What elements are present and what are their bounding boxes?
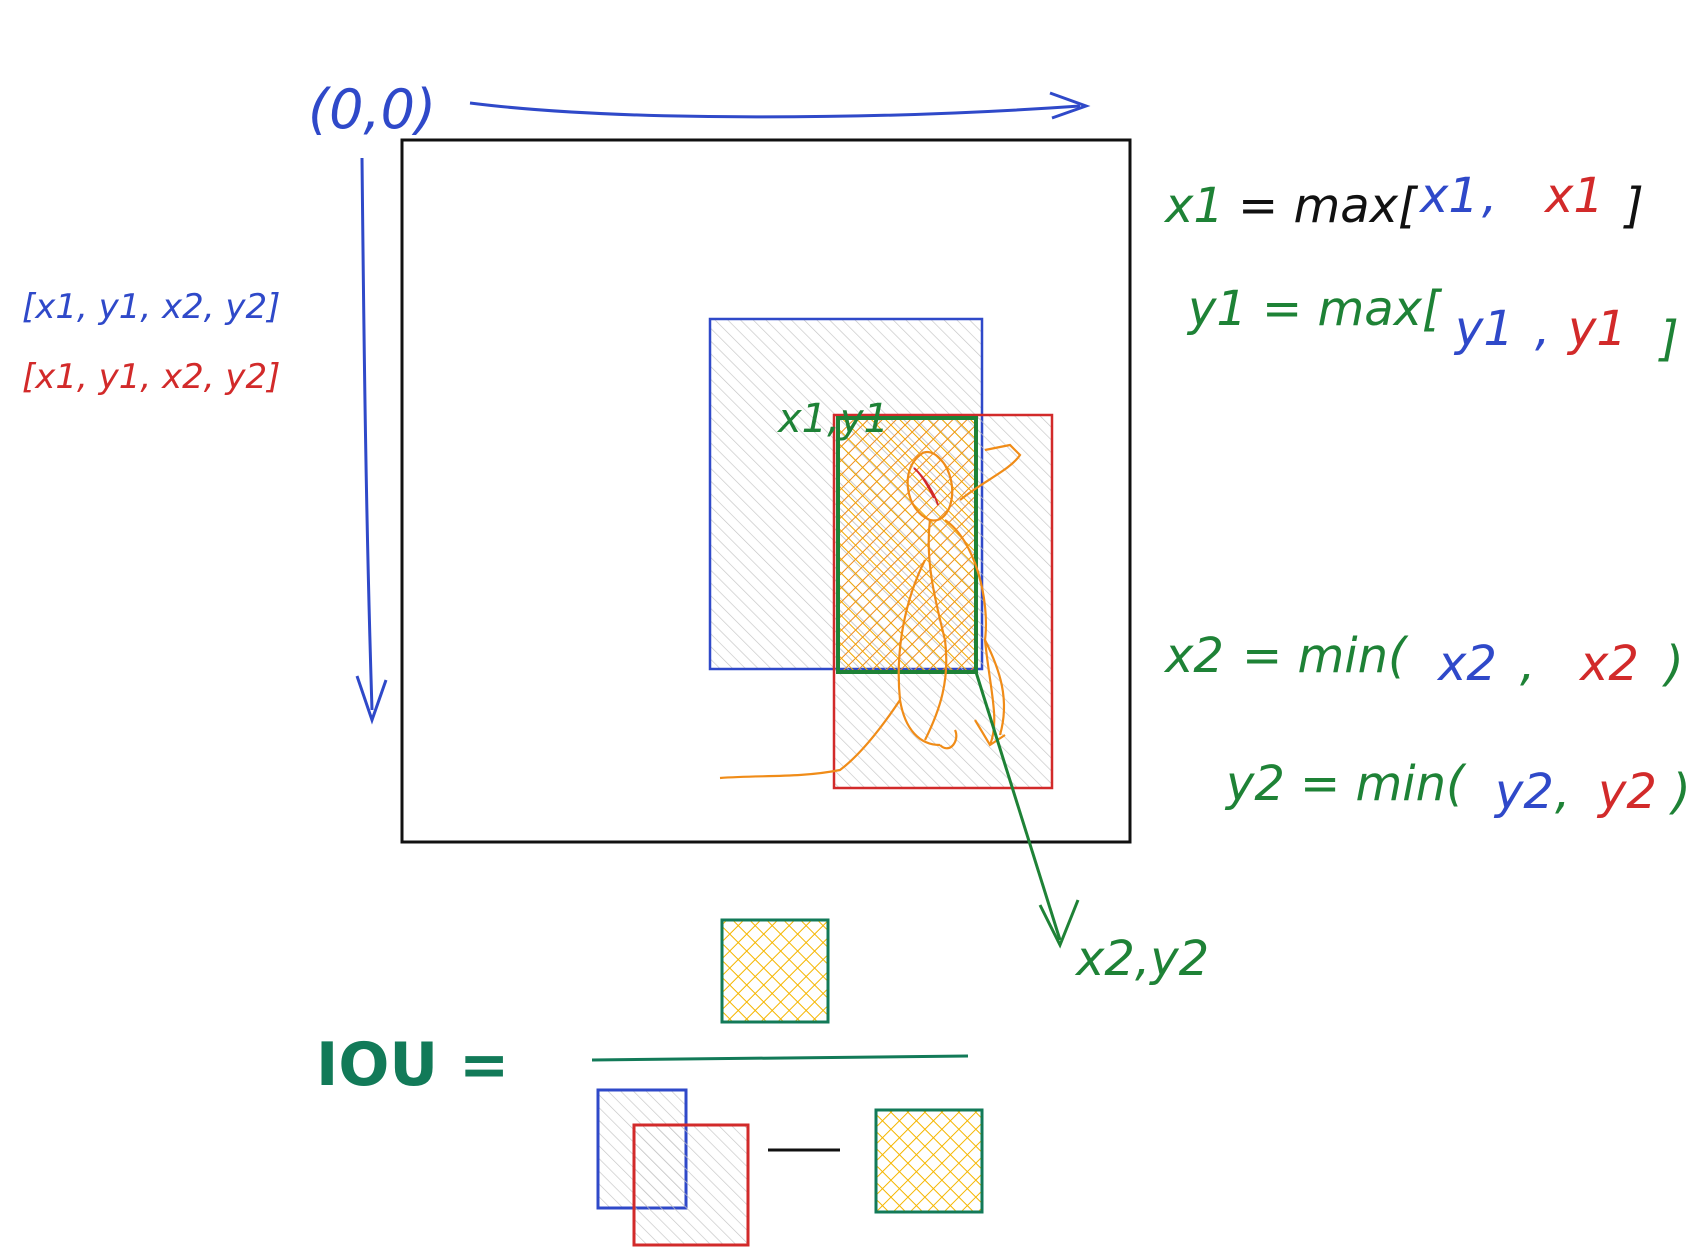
y-axis-arrow-icon <box>355 157 388 725</box>
iou-denominator-intersection-icon <box>874 1108 984 1214</box>
origin-label: (0,0) <box>308 78 436 141</box>
formula-x2: x2 = min( x2 , x2 ) <box>1163 628 1684 692</box>
formula-y2-close: ) <box>1669 764 1691 820</box>
formula-x2-arg-red: x2 <box>1578 636 1639 692</box>
formula-y2-fn: = min( <box>1300 756 1467 812</box>
formula-y1-sep: , <box>1535 301 1550 357</box>
formula-y1-lhs: y1 <box>1186 281 1247 337</box>
formula-x1-lhs: x1 <box>1163 178 1224 234</box>
bbox-notation-red: [x1, y1, x2, y2] <box>22 357 280 397</box>
person-sketch-icon <box>719 443 1022 780</box>
formula-y1-arg-red: y1 <box>1566 301 1627 357</box>
formula-x2-arg-blue: x2 <box>1436 636 1497 692</box>
bbox-notation-blue: [x1, y1, x2, y2] <box>22 287 280 327</box>
iou-numerator-intersection-icon <box>720 918 830 1024</box>
formula-y1-fn: = max[ <box>1262 281 1443 337</box>
formula-y2-lhs: y2 <box>1224 756 1285 812</box>
intersection-topleft-label: x1,y1 <box>776 396 889 442</box>
image-frame <box>400 138 1132 844</box>
formula-x1-sep: , <box>1482 168 1497 224</box>
formula-y2: y2 = min( y2 , y2 ) <box>1224 756 1691 820</box>
formula-x1-arg-blue: x1 <box>1418 168 1479 224</box>
iou-fraction-bar <box>591 1054 969 1062</box>
formula-x1-arg-red: x1 <box>1543 168 1604 224</box>
formula-x1: x1 = max[ x1 , x1 ] <box>1163 168 1644 234</box>
face-scribble <box>913 467 939 506</box>
formula-y2-arg-red: y2 <box>1596 764 1657 820</box>
formula-x2-sep: , <box>1520 636 1535 692</box>
formula-x2-lhs: x2 <box>1163 628 1224 684</box>
formula-y1-close: ] <box>1658 311 1679 367</box>
bottom-right-arrow-icon <box>974 671 1080 949</box>
formula-x1-fn: = max[ <box>1238 178 1419 234</box>
formula-x2-fn: = min( <box>1242 628 1409 684</box>
iou-label: IOU = <box>316 1030 509 1100</box>
iou-denominator-red-box-icon <box>632 1123 750 1247</box>
formula-y1: y1 = max[ y1 , y1 ] <box>1186 281 1679 367</box>
intersection-box <box>836 416 978 674</box>
formula-y1-arg-blue: y1 <box>1453 301 1514 357</box>
formula-x2-close: ) <box>1662 636 1684 692</box>
x-axis-arrow-icon <box>469 91 1091 120</box>
intersection-bottomright-label: x2,y2 <box>1074 931 1209 987</box>
formula-y2-arg-blue: y2 <box>1493 764 1554 820</box>
formula-y2-sep: , <box>1555 764 1570 820</box>
formula-x1-close: ] <box>1623 178 1644 234</box>
